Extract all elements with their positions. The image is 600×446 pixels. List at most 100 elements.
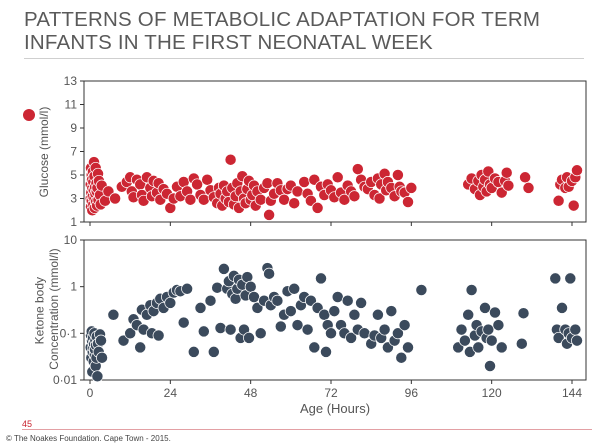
x-tick-label: 144 bbox=[562, 386, 582, 400]
ketone-point bbox=[320, 345, 332, 358]
ketone-point bbox=[479, 301, 491, 314]
ketone-y-tick-label: 10 bbox=[64, 233, 78, 247]
glucose-point bbox=[278, 193, 291, 206]
glucose-point bbox=[109, 192, 122, 205]
ketone-point bbox=[177, 316, 190, 329]
ketone-point bbox=[484, 360, 496, 372]
glucose-y-axis-label: Glucose (mmol/l) bbox=[37, 107, 51, 198]
glucose-point bbox=[351, 163, 364, 176]
ketone-point bbox=[564, 272, 577, 285]
glucose-y-tick-label: 5 bbox=[70, 168, 77, 182]
ketone-point bbox=[371, 308, 384, 321]
ketone-y-tick-label: 0·01 bbox=[53, 373, 77, 387]
ketone-point bbox=[549, 272, 562, 285]
x-tick-label: 120 bbox=[482, 386, 502, 400]
ketone-point bbox=[462, 308, 475, 321]
glucose-point bbox=[224, 153, 237, 166]
glucose-point bbox=[261, 177, 274, 190]
ketone-point bbox=[229, 292, 242, 305]
ketone-point bbox=[345, 331, 358, 344]
ketone-point bbox=[134, 341, 147, 354]
ketone-point bbox=[328, 305, 341, 318]
ketone-point bbox=[96, 351, 108, 364]
ketone-point bbox=[152, 329, 165, 342]
ketone-point bbox=[325, 327, 337, 340]
ketone-point bbox=[495, 341, 508, 354]
ketone-point bbox=[348, 308, 361, 321]
glucose-point bbox=[191, 178, 204, 191]
glucose-y-tick-label: 3 bbox=[70, 192, 77, 206]
legend-glucose-marker bbox=[23, 109, 35, 121]
glucose-point bbox=[571, 164, 583, 177]
glucose-point bbox=[348, 190, 361, 203]
glucose-point bbox=[254, 193, 267, 206]
ketone-point bbox=[315, 272, 327, 285]
glucose-point bbox=[500, 166, 513, 179]
glucose-point bbox=[519, 171, 532, 184]
ketone-point bbox=[284, 305, 297, 318]
ketone-point bbox=[515, 337, 528, 350]
footer-divider bbox=[22, 429, 592, 430]
glucose-point bbox=[184, 193, 197, 206]
ketone-point bbox=[214, 322, 227, 334]
ketone-point bbox=[378, 323, 391, 336]
glucose-y-tick-label: 1 bbox=[70, 215, 77, 229]
ketone-series bbox=[84, 262, 583, 383]
ketone-point bbox=[181, 282, 194, 295]
ketone-point bbox=[124, 327, 137, 340]
glucose-point bbox=[502, 179, 515, 192]
ketone-point bbox=[402, 341, 414, 354]
title-divider bbox=[24, 58, 584, 59]
slide-number: 45 bbox=[22, 419, 33, 429]
ketone-point bbox=[204, 294, 217, 307]
ketone-y-tick-label: 1 bbox=[70, 280, 77, 294]
ketone-point bbox=[355, 296, 368, 309]
ketone-point bbox=[197, 325, 210, 338]
x-tick-label: 24 bbox=[164, 386, 178, 400]
ketone-point bbox=[91, 370, 104, 383]
ketone-point bbox=[391, 327, 404, 340]
ketone-y-ticks: 0·01 0·1 1 10 bbox=[53, 233, 84, 387]
glucose-y-tick-label: 11 bbox=[65, 98, 78, 112]
glucose-point bbox=[567, 199, 580, 212]
ketone-point bbox=[358, 327, 371, 340]
ketone-point bbox=[556, 301, 568, 314]
ketone-point bbox=[308, 341, 321, 354]
glucose-point bbox=[298, 176, 311, 188]
ketone-point bbox=[107, 308, 120, 321]
x-tick-label: 0 bbox=[87, 386, 94, 400]
ketone-point bbox=[301, 323, 314, 336]
glucose-point bbox=[373, 192, 386, 205]
ketone-point bbox=[415, 284, 428, 296]
glucose-point bbox=[201, 173, 214, 186]
ketone-point bbox=[254, 327, 267, 340]
copyright-footer: © The Noakes Foundation. Cape Town - 201… bbox=[6, 434, 171, 443]
ketone-point bbox=[211, 281, 224, 294]
ketone-y-axis-label-line-2: Concentration (mmol/l) bbox=[47, 248, 61, 369]
glucose-point bbox=[552, 194, 565, 207]
ketone-point bbox=[331, 291, 344, 303]
ketone-point bbox=[117, 334, 130, 347]
ketone-point bbox=[398, 319, 411, 332]
ketone-point bbox=[458, 334, 471, 347]
glucose-point bbox=[311, 201, 324, 214]
x-ticks: 0 24 48 72 96 120 144 bbox=[87, 222, 582, 400]
glucose-point bbox=[405, 181, 418, 194]
ketone-plot-frame bbox=[83, 239, 587, 381]
ketone-point bbox=[465, 284, 478, 296]
ketone-point bbox=[244, 280, 257, 293]
ketone-point bbox=[243, 331, 255, 344]
ketone-point bbox=[569, 323, 582, 336]
ketone-point bbox=[395, 351, 408, 364]
glucose-point bbox=[402, 196, 414, 208]
x-axis-label: Age (Hours) bbox=[300, 401, 370, 416]
ketone-point bbox=[482, 323, 495, 336]
ketone-point bbox=[288, 282, 301, 295]
ketone-point bbox=[385, 305, 398, 318]
glucose-y-tick-label: 7 bbox=[70, 145, 77, 159]
ketone-point bbox=[187, 345, 200, 358]
ketone-point bbox=[571, 334, 583, 347]
glucose-point bbox=[288, 197, 301, 210]
glucose-y-tick-label: 9 bbox=[70, 121, 77, 135]
